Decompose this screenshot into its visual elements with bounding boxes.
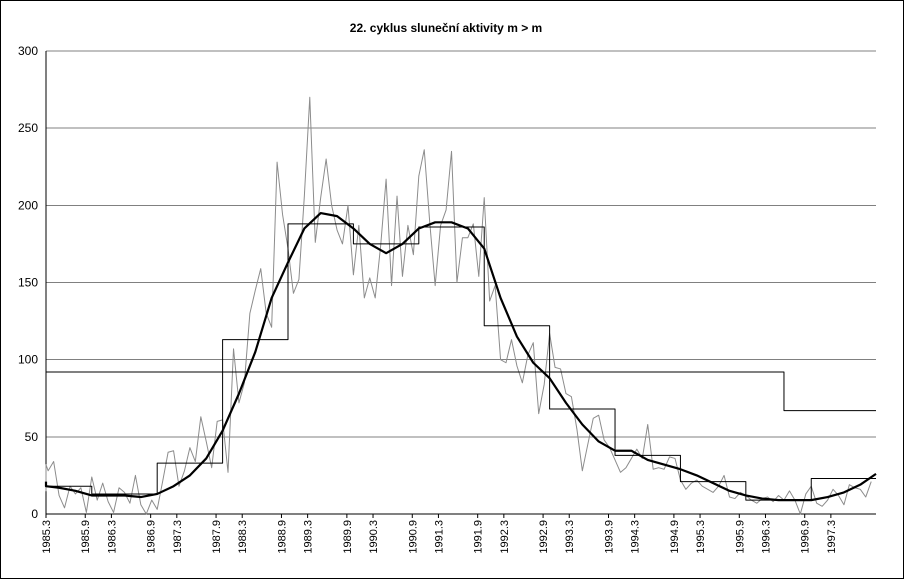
x-tick-label: 1993.3 — [564, 520, 576, 554]
series-layer — [44, 96, 877, 515]
x-tick-label: 1988.9 — [276, 520, 288, 554]
chart-title: 22. cyklus sluneční aktivity m > m — [350, 21, 542, 35]
x-tick-label: 1995.9 — [734, 520, 746, 554]
x-tick-label: 1990.3 — [368, 520, 380, 554]
smoothed-series-line — [44, 211, 877, 502]
x-tick-label: 1987.9 — [211, 520, 223, 554]
y-tick-label: 250 — [18, 121, 38, 135]
x-tick-label: 1994.3 — [630, 520, 642, 554]
x-tick-label: 1985.9 — [80, 520, 92, 554]
x-tick-label: 1992.9 — [538, 520, 550, 554]
plot-area — [45, 51, 876, 515]
y-tick-label: 50 — [25, 430, 39, 444]
x-tick-label: 1986.9 — [146, 520, 158, 554]
x-tick-label: 1987.3 — [172, 520, 184, 554]
x-tick-label: 1993.9 — [603, 520, 615, 554]
x-tick-label: 1991.3 — [433, 520, 445, 554]
x-tick-label: 1991.9 — [473, 520, 485, 554]
x-tick-label: 1989.9 — [342, 520, 354, 554]
x-tick-label: 1997.3 — [826, 520, 838, 554]
y-tick-label: 100 — [18, 353, 38, 367]
overall-mean-line — [46, 371, 876, 412]
annual-mean-steps — [46, 223, 876, 501]
x-tick-label: 1994.9 — [669, 520, 681, 554]
x-axis-ticks: 1985.3 1985.9 1986.3 1986.9 1987.3 1987.9 1988… — [41, 514, 838, 554]
x-tick-label: 1996.9 — [800, 520, 812, 554]
gridlines — [46, 50, 876, 438]
x-tick-label: 1985.3 — [41, 520, 53, 554]
y-tick-label: 200 — [18, 198, 38, 212]
y-tick-label: 0 — [31, 507, 38, 521]
x-tick-label: 1988.3 — [237, 520, 249, 554]
x-tick-label: 1996.3 — [760, 520, 772, 554]
y-tick-label: 300 — [18, 44, 38, 58]
x-tick-label: 1989.3 — [303, 520, 315, 554]
monthly-series-line — [45, 96, 872, 515]
x-tick-label: 1995.3 — [695, 520, 707, 554]
x-tick-label: 1990.9 — [407, 520, 419, 554]
y-tick-label: 150 — [18, 276, 38, 290]
y-axis-ticks: 0 50 100 150 200 250 300 — [18, 44, 38, 521]
x-tick-label: 1986.3 — [106, 520, 118, 554]
x-tick-label: 1992.3 — [499, 520, 511, 554]
